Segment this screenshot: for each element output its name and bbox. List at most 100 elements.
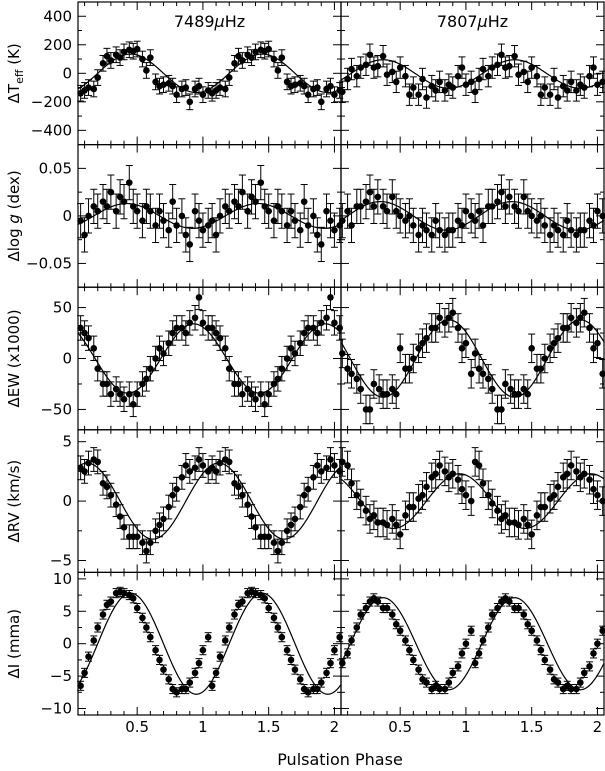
- data-point: [449, 226, 457, 234]
- data-point: [304, 222, 312, 229]
- data-point: [107, 390, 115, 398]
- data-point: [383, 207, 391, 215]
- data-point: [533, 72, 541, 80]
- data-point: [139, 614, 146, 622]
- data-point: [362, 198, 370, 205]
- data-point: [449, 84, 457, 91]
- data-point: [506, 519, 513, 526]
- data-point: [199, 226, 207, 234]
- data-point: [169, 329, 176, 337]
- data-point: [594, 207, 601, 215]
- panel-ew-col0: [77, 286, 344, 431]
- data-point: [357, 500, 365, 507]
- data-point: [494, 61, 501, 69]
- data-point: [120, 523, 128, 531]
- data-point: [85, 212, 92, 220]
- data-point: [94, 207, 102, 215]
- x-tick-label: 0.5: [125, 718, 149, 736]
- data-point: [339, 88, 346, 96]
- data-point: [116, 513, 124, 520]
- data-point: [458, 64, 466, 71]
- data-point: [423, 94, 430, 101]
- data-point: [225, 624, 233, 631]
- panel-frame: [77, 286, 342, 431]
- data-point: [462, 640, 470, 647]
- data-point: [274, 203, 282, 210]
- y-tick-label-teff: −200: [31, 93, 72, 111]
- data-point: [546, 666, 554, 673]
- y-tick-label-rv: −5: [50, 552, 72, 570]
- data-point: [410, 656, 417, 664]
- data-point: [85, 334, 92, 342]
- data-point: [99, 198, 107, 205]
- panel-flux-col1: [338, 571, 605, 716]
- data-point: [528, 531, 535, 538]
- data-point: [129, 203, 137, 210]
- y-tick-label-ew: 50: [53, 299, 72, 317]
- data-point: [520, 611, 528, 618]
- data-point: [99, 611, 107, 618]
- data-point: [304, 689, 312, 696]
- data-point: [252, 523, 259, 531]
- data-point: [310, 474, 317, 481]
- data-point: [415, 666, 422, 673]
- data-point: [182, 231, 190, 239]
- data-point: [310, 324, 317, 332]
- data-point: [515, 207, 522, 215]
- y-tick-label-teff: −400: [31, 121, 72, 139]
- data-point: [208, 324, 216, 332]
- data-point: [239, 390, 246, 398]
- data-point: [392, 207, 400, 215]
- data-point: [231, 60, 238, 67]
- data-point: [462, 339, 470, 347]
- data-point: [178, 324, 186, 332]
- data-point: [221, 203, 229, 210]
- data-point: [494, 198, 501, 205]
- data-point: [90, 637, 98, 644]
- data-point: [528, 345, 535, 352]
- data-point: [533, 512, 541, 519]
- data-point: [366, 188, 374, 196]
- data-point: [375, 385, 383, 393]
- data-point: [304, 324, 312, 332]
- data-point: [524, 390, 532, 398]
- data-point: [580, 309, 588, 316]
- data-point: [199, 646, 207, 654]
- data-point: [467, 627, 475, 635]
- y-label-delta: Δ: [5, 667, 23, 678]
- data-point: [454, 324, 462, 332]
- data-point: [248, 193, 255, 201]
- data-point: [449, 470, 457, 478]
- data-point: [85, 84, 92, 91]
- data-point: [546, 345, 554, 352]
- data-point: [270, 380, 278, 388]
- y-axis-label-ew: ΔEW (x1000): [5, 309, 23, 407]
- y-label-italic: g: [5, 214, 23, 224]
- data-point: [344, 75, 351, 83]
- data-point: [537, 212, 545, 220]
- data-point: [265, 604, 272, 612]
- data-point: [445, 679, 453, 686]
- panel-ew-col1: [338, 286, 605, 431]
- data-point: [348, 370, 355, 378]
- data-point: [554, 94, 562, 101]
- data-point: [537, 646, 545, 654]
- data-point: [139, 539, 146, 546]
- data-point: [344, 462, 351, 469]
- data-point: [323, 669, 330, 677]
- data-point: [252, 589, 259, 597]
- data-point: [441, 468, 449, 475]
- data-point: [374, 62, 382, 70]
- y-label-unit: (km/s): [5, 460, 23, 513]
- y-tick-label-teff: 0: [62, 64, 72, 82]
- data-point: [573, 319, 580, 327]
- data-point: [103, 52, 111, 60]
- data-point: [90, 85, 98, 93]
- data-point: [357, 203, 365, 210]
- data-point: [388, 385, 396, 393]
- data-point: [410, 84, 417, 91]
- data-point: [323, 207, 330, 215]
- y-label-main: I: [5, 664, 23, 668]
- data-point: [336, 324, 343, 332]
- data-point: [300, 329, 308, 337]
